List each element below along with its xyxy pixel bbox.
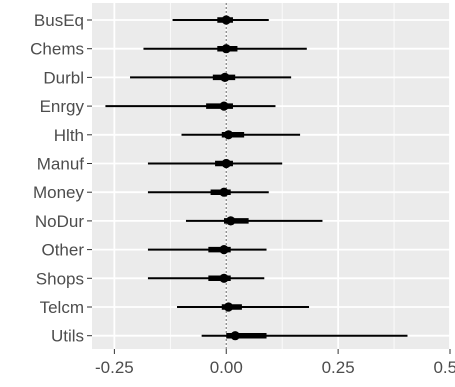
category-label: BusEq <box>34 11 84 30</box>
category-label: Utils <box>51 327 84 346</box>
point-estimate <box>221 15 231 25</box>
point-estimate <box>223 130 234 140</box>
category-label: Other <box>41 241 84 260</box>
estimate-chems <box>143 44 307 54</box>
estimate-durbl <box>130 72 292 82</box>
category-axis-labels: BusEq Chems Durbl Enrgy Hlth Manuf Money NoDur O… <box>30 11 92 346</box>
x-tick-label: 0.00 <box>210 358 243 377</box>
category-label: Manuf <box>37 155 85 174</box>
category-label: Durbl <box>43 68 84 87</box>
point-estimate <box>220 72 230 82</box>
category-label: Hlth <box>54 126 84 145</box>
estimate-telcm <box>177 302 310 312</box>
category-label: Chems <box>30 40 84 59</box>
estimate-utils <box>201 331 408 341</box>
x-tick-label: 0.25 <box>322 358 355 377</box>
estimate-other <box>147 245 267 255</box>
plot-panel <box>92 3 450 349</box>
point-estimate <box>221 158 231 169</box>
estimate-enrgy <box>105 101 276 111</box>
point-estimate <box>221 44 231 54</box>
estimate-marks <box>105 15 408 341</box>
estimate-shops <box>147 273 265 283</box>
estimate-money <box>147 187 269 197</box>
x-tick-label: 0.50 <box>433 358 455 377</box>
x-axis-tick-labels: -0.25 0.00 0.25 0.50 <box>95 349 455 377</box>
point-estimate <box>219 101 229 111</box>
estimate-nodur <box>185 216 323 226</box>
point-estimate <box>219 187 229 197</box>
estimate-hlth <box>181 130 301 140</box>
point-estimate <box>219 245 229 255</box>
estimate-buseq <box>172 15 269 25</box>
category-label: Enrgy <box>40 97 85 116</box>
category-label: NoDur <box>35 212 84 231</box>
category-label: Shops <box>36 269 84 288</box>
estimate-manuf <box>147 158 283 169</box>
category-label: Telcm <box>40 298 84 317</box>
point-estimate <box>230 331 240 341</box>
point-estimate <box>219 273 229 283</box>
x-tick-label: -0.25 <box>95 358 134 377</box>
category-label: Money <box>33 183 85 202</box>
point-estimate <box>226 216 236 226</box>
point-estimate <box>223 302 234 312</box>
